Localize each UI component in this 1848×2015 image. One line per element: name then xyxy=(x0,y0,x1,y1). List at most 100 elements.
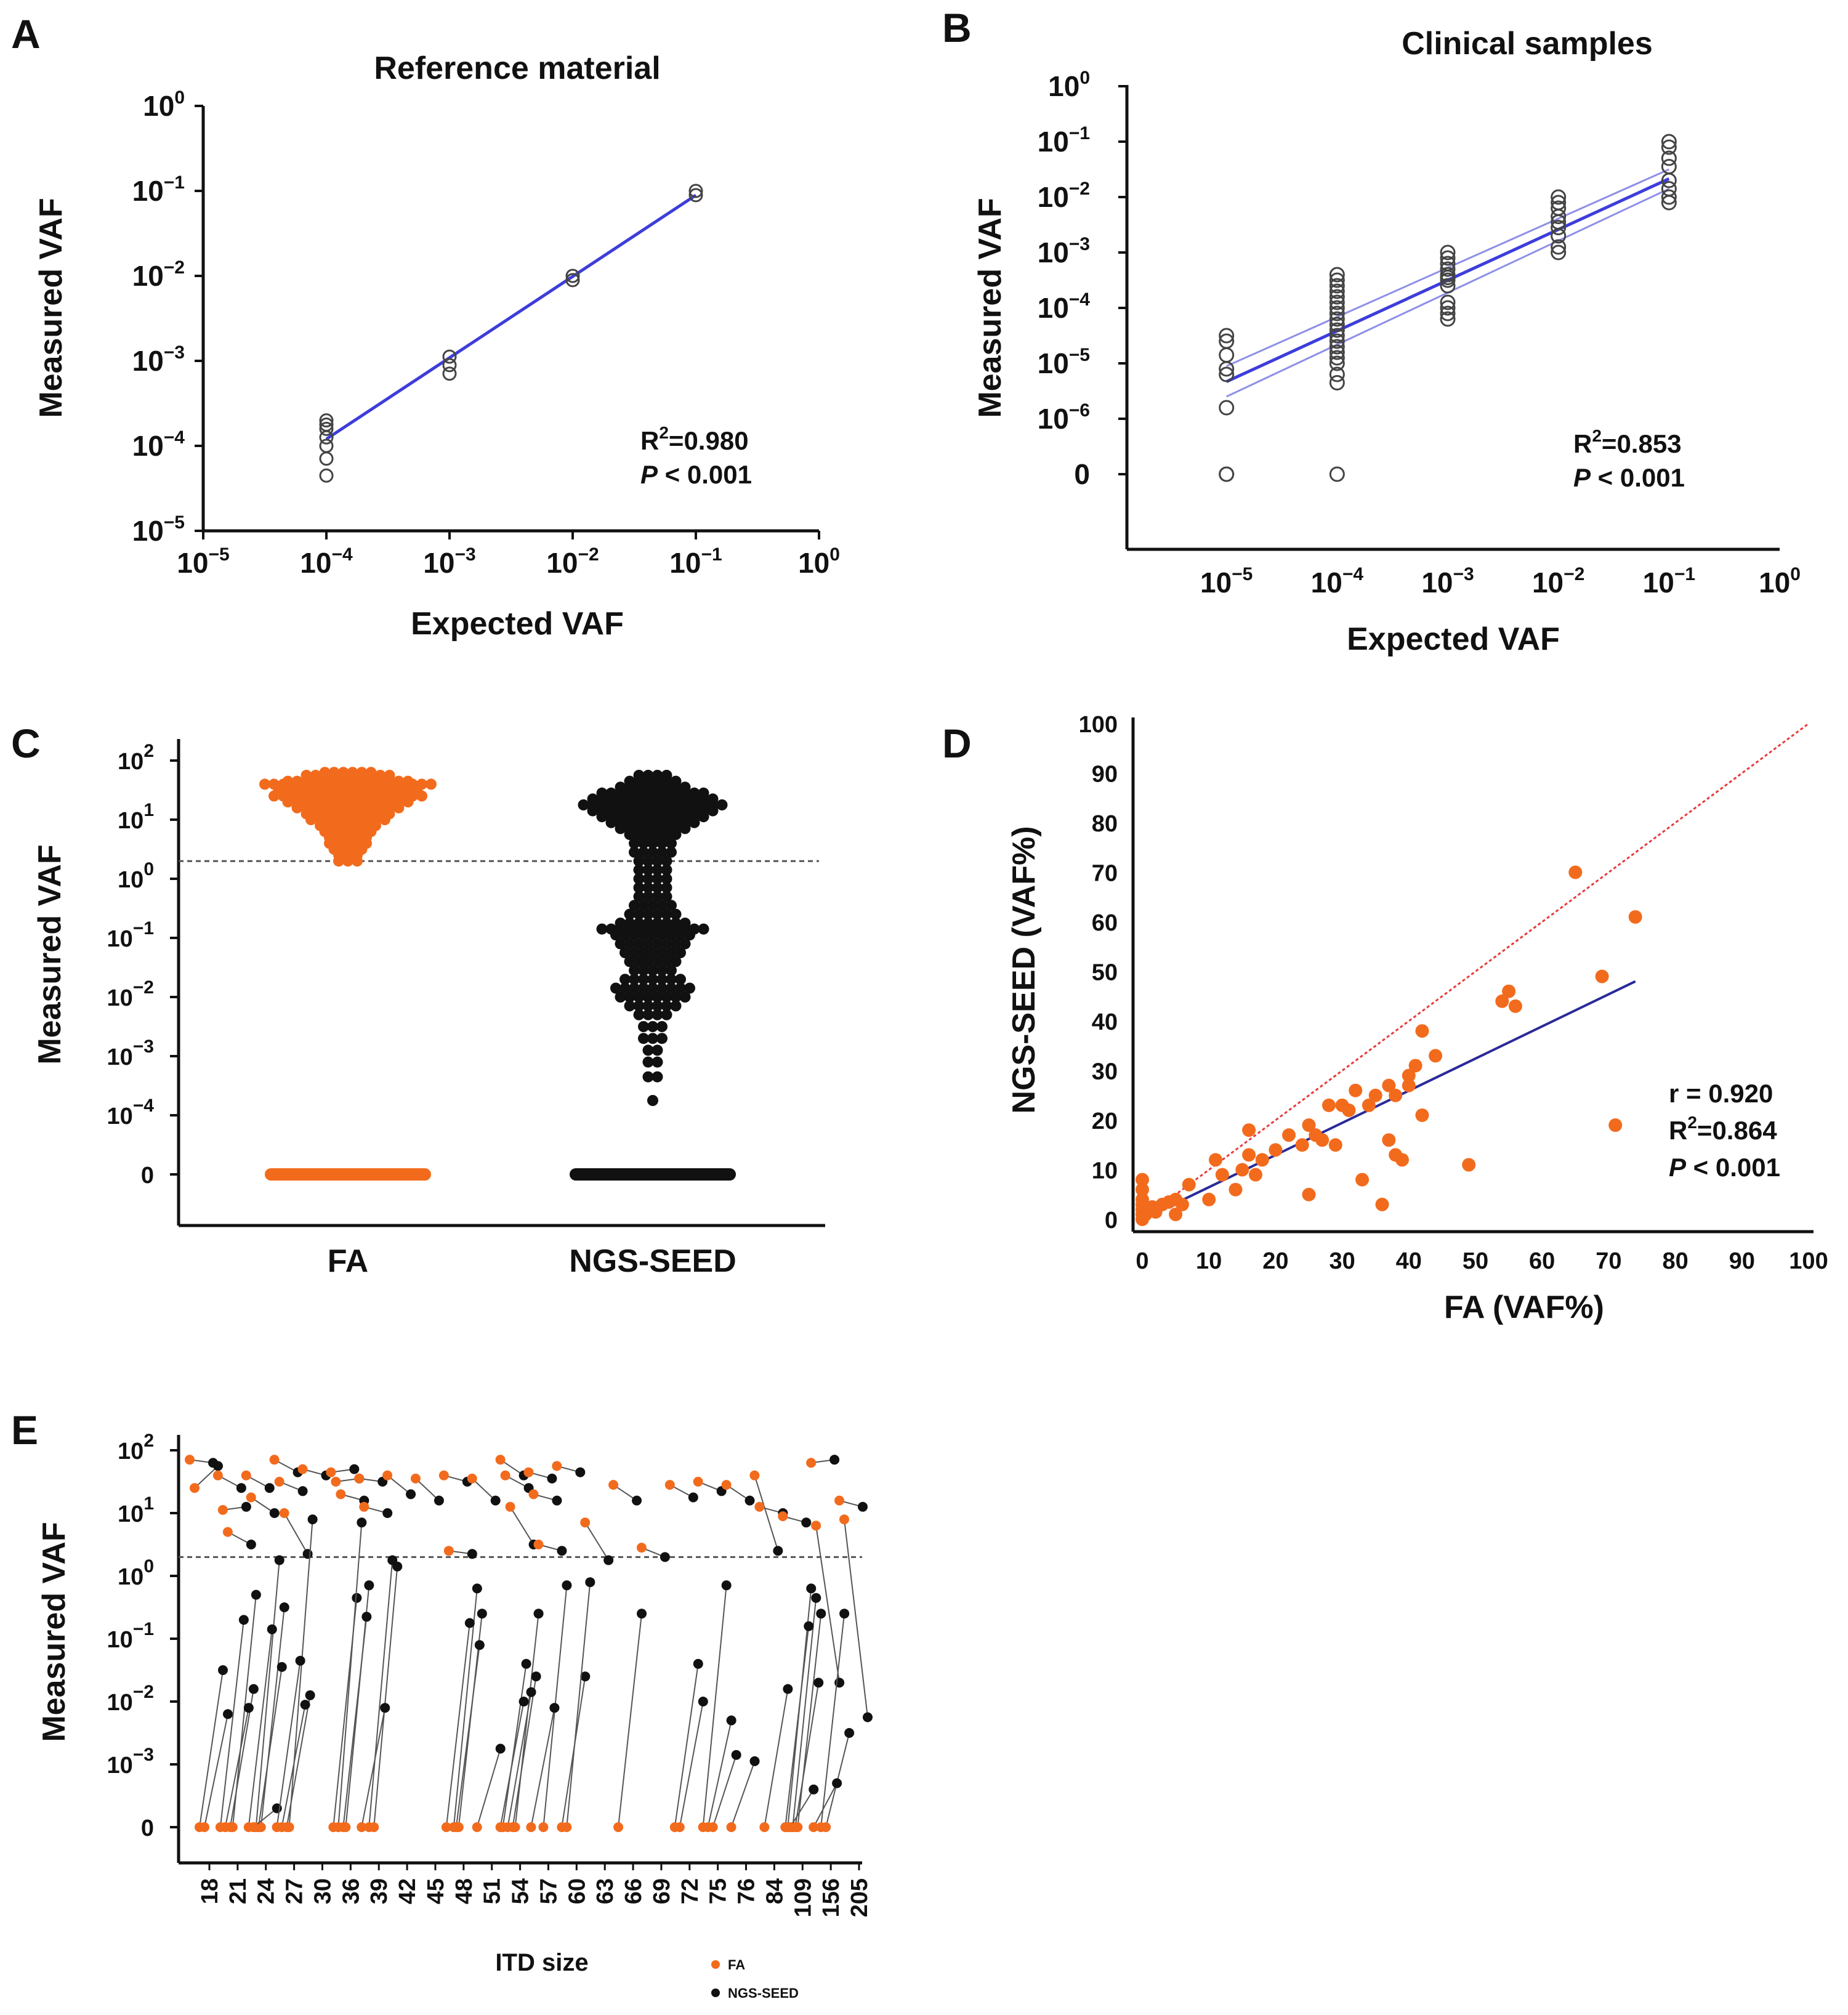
d-data-point xyxy=(1502,984,1516,998)
panel-c: C Measured VAF 102 101 100 10−1 10−2 10−3 10−4… xyxy=(11,721,825,1279)
e-pair-line xyxy=(502,1663,527,1828)
d-data-point xyxy=(1255,1153,1269,1167)
e-y-tick-label: 101 xyxy=(118,1493,154,1527)
d-data-point xyxy=(1508,999,1522,1013)
e-pair-line xyxy=(754,1475,779,1551)
d-data-point xyxy=(1248,1168,1262,1182)
c-data-point xyxy=(652,864,663,876)
c-data-point xyxy=(652,1000,663,1012)
d-data-point xyxy=(1368,1088,1382,1102)
e-fa-point xyxy=(246,1492,256,1503)
e-pair-line xyxy=(204,1714,228,1828)
c-data-point xyxy=(638,846,649,858)
d-y-tick-label: 60 xyxy=(1092,910,1118,936)
a-data-point xyxy=(442,358,457,373)
c-data-point xyxy=(610,982,621,994)
d-data-point xyxy=(1462,1158,1476,1172)
e-pair-line xyxy=(679,1701,704,1828)
e-fa-point xyxy=(778,1511,788,1522)
e-pair-line xyxy=(288,1519,313,1828)
e-fa-point xyxy=(562,1822,572,1832)
d-data-point xyxy=(1242,1148,1256,1162)
c-data-point xyxy=(629,838,640,849)
e-pair-line xyxy=(618,1613,643,1828)
e-fa-point xyxy=(212,1470,223,1480)
e-ngs-point xyxy=(575,1467,586,1477)
a-x-tick-label: 10−4 xyxy=(300,544,353,579)
d-data-point xyxy=(1608,1118,1623,1133)
d-data-point xyxy=(1402,1068,1416,1083)
e-fa-point xyxy=(759,1822,770,1832)
c-data-point xyxy=(661,1000,672,1012)
d-fit-line xyxy=(1142,980,1636,1221)
panel-d-ylabel: NGS-SEED (VAF%) xyxy=(1006,826,1042,1113)
panel-b-p: P < 0.001 xyxy=(1573,463,1685,492)
c-data-point xyxy=(656,964,668,976)
c-data-point xyxy=(624,991,636,1003)
c-data-point xyxy=(619,929,631,941)
e-ngs-point xyxy=(744,1495,755,1506)
c-data-point xyxy=(624,938,636,950)
d-data-point xyxy=(1242,1123,1256,1137)
a-data-point xyxy=(565,269,580,283)
b-data-point xyxy=(1219,347,1235,363)
e-fa-point xyxy=(410,1473,421,1484)
e-ngs-point xyxy=(472,1583,482,1594)
e-fa-point xyxy=(523,1467,534,1477)
e-fa-point xyxy=(533,1540,544,1549)
e-pair-line xyxy=(224,1708,249,1828)
b-data-point xyxy=(1440,311,1456,327)
panel-a-r2: R2=0.980 xyxy=(640,423,749,455)
d-data-point xyxy=(1349,1083,1363,1097)
e-ngs-point xyxy=(688,1492,698,1503)
d-y-tick-label: 50 xyxy=(1092,960,1118,986)
c-data-point xyxy=(661,991,672,1003)
e-fa-point xyxy=(809,1822,819,1832)
e-ngs-point xyxy=(816,1609,826,1619)
e-y-tick-label: 100 xyxy=(118,1556,154,1590)
b-data-point xyxy=(1329,466,1345,482)
e-pair-line xyxy=(820,1613,845,1828)
c-data-point xyxy=(610,929,621,941)
a-x-tick-label: 100 xyxy=(798,544,840,579)
d-x-tick-label: 20 xyxy=(1262,1248,1288,1274)
e-fa-point xyxy=(359,1501,369,1512)
c-data-point xyxy=(596,811,608,823)
a-data-point xyxy=(319,413,334,428)
e-ngs-point xyxy=(297,1486,308,1496)
c-data-point xyxy=(268,790,280,802)
e-x-tick-label: 18 xyxy=(197,1878,223,1904)
e-x-tick-label: 45 xyxy=(423,1878,449,1904)
e-ngs-point xyxy=(693,1658,703,1669)
c-data-point xyxy=(342,855,353,867)
panel-b-ylabel: Measured VAF xyxy=(972,198,1008,418)
a-x-tick-label: 10−3 xyxy=(423,544,475,579)
d-data-point xyxy=(1495,994,1509,1008)
c-data-point xyxy=(642,956,654,967)
c-category-label: FA xyxy=(328,1243,368,1279)
e-pair-line xyxy=(476,1748,501,1828)
b-data-point xyxy=(1329,322,1345,338)
c-data-point xyxy=(642,1044,654,1056)
c-data-point xyxy=(305,814,317,825)
c-y-tick-label: 0 xyxy=(141,1163,154,1189)
c-data-point xyxy=(647,900,658,911)
c-data-point xyxy=(282,796,294,808)
c-data-point xyxy=(638,974,649,985)
d-data-point xyxy=(1415,1024,1429,1038)
d-x-tick-label: 100 xyxy=(1789,1248,1828,1274)
c-data-point xyxy=(638,964,649,976)
e-fa-point xyxy=(326,1467,336,1477)
e-fa-point xyxy=(241,1470,251,1480)
b-data-point xyxy=(1219,361,1235,377)
d-data-point xyxy=(1269,1143,1283,1157)
c-data-point xyxy=(642,855,654,867)
panel-e: E Measured VAF ITD size FA NGS-SEED 102 1… xyxy=(11,1407,873,2001)
b-data-point xyxy=(1440,244,1456,260)
e-pair-line xyxy=(415,1478,440,1501)
e-fa-point xyxy=(297,1464,308,1474)
b-data-point xyxy=(1329,339,1345,355)
c-data-point xyxy=(629,929,640,941)
c-data-point xyxy=(679,938,691,950)
c-data-point xyxy=(624,829,636,840)
